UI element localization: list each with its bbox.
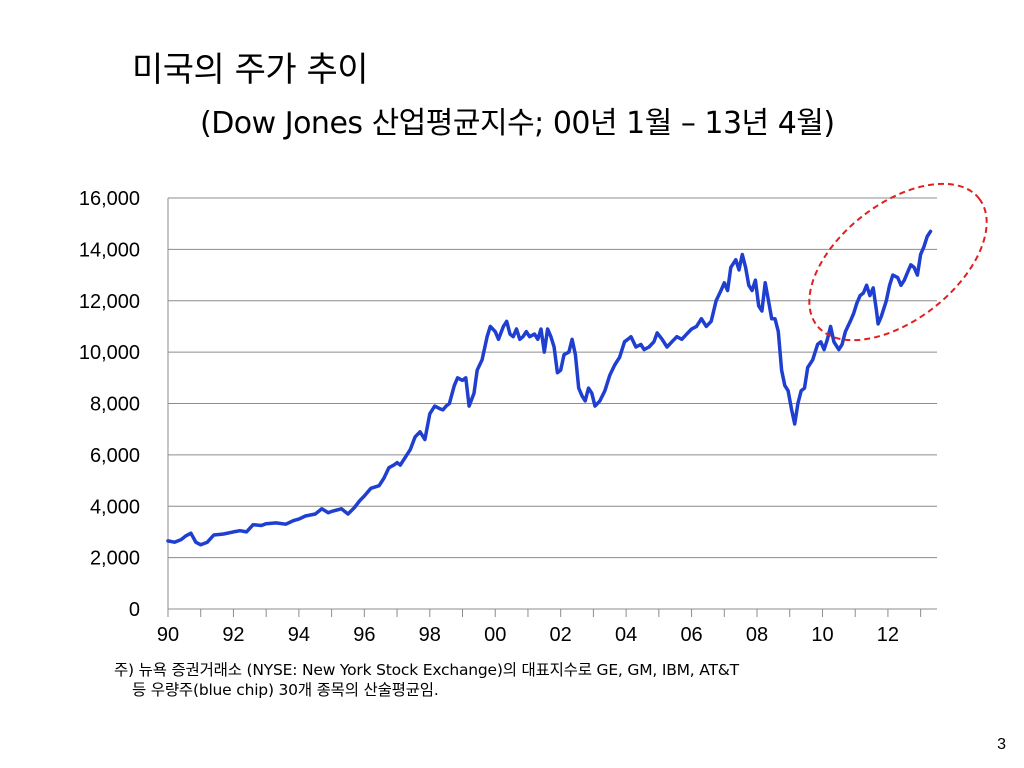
- x-tick-label: 92: [222, 624, 244, 646]
- highlight-ellipse: [808, 182, 988, 342]
- y-tick-label: 4,000: [90, 496, 140, 518]
- series-layer: [166, 229, 933, 547]
- series-line: [166, 229, 933, 547]
- footnote-line-2: 등 우량주(blue chip) 30개 종목의 산술평균임.: [132, 681, 439, 699]
- chart-footnote: 주) 뉴욕 증권거래소 (NYSE: New York Stock Exchan…: [114, 660, 954, 700]
- x-tick-label: 96: [353, 624, 375, 646]
- x-tick-label: 10: [811, 624, 833, 646]
- slide-title: 미국의 주가 추이: [132, 50, 369, 90]
- x-tick-label: 04: [615, 624, 637, 646]
- x-tick-label: 06: [680, 624, 702, 646]
- gridlines: [168, 197, 937, 559]
- y-tick-label: 2,000: [90, 548, 140, 570]
- x-axis-tick-labels: 90 92 94 96 98 00 02 04 06 08 10 12: [157, 624, 899, 646]
- y-tick-label: 0: [129, 599, 140, 621]
- x-tick-label: 08: [746, 624, 768, 646]
- x-tick-label: 02: [550, 624, 572, 646]
- y-tick-label: 6,000: [90, 445, 140, 467]
- x-tick-label: 00: [484, 624, 506, 646]
- footnote-line-1: 주) 뉴욕 증권거래소 (NYSE: New York Stock Exchan…: [114, 661, 739, 679]
- x-tick-label: 94: [288, 624, 310, 646]
- slide-subtitle: (Dow Jones 산업평균지수; 00년 1월 – 13년 4월): [200, 106, 835, 141]
- annotation-layer: [808, 182, 988, 342]
- x-tick-label: 98: [419, 624, 441, 646]
- y-tick-label: 14,000: [79, 239, 140, 261]
- dow-jones-line-chart: 0 2,000 4,000 6,000 8,000 10,000 12,000 14,000 1…: [79, 182, 988, 646]
- y-tick-label: 16,000: [79, 188, 140, 210]
- y-tick-label: 10,000: [79, 342, 140, 364]
- page-number: 3: [997, 736, 1006, 753]
- x-tick-label: 12: [877, 624, 899, 646]
- y-tick-label: 12,000: [79, 291, 140, 313]
- x-tick-label: 90: [157, 624, 179, 646]
- y-axis-tick-labels: 0 2,000 4,000 6,000 8,000 10,000 12,000 14,000 1…: [79, 188, 140, 621]
- y-tick-label: 8,000: [90, 394, 140, 416]
